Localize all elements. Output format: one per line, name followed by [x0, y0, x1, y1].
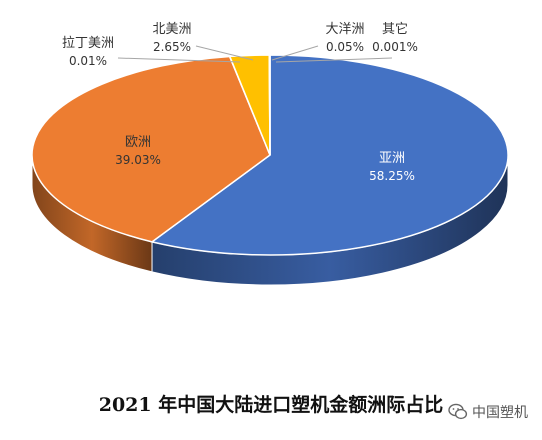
slice-label-0: 亚洲 [379, 151, 405, 166]
slice-value-1: 39.03% [115, 153, 161, 167]
chart-title: 2021 年中国大陆进口塑机金额洲际占比 [0, 390, 542, 417]
slice-value-3: 2.65% [153, 40, 191, 54]
slice-label-5: 其它 [382, 21, 408, 37]
slice-value-4: 0.05% [326, 40, 364, 54]
leader-line-2 [117, 57, 241, 63]
slice-label-4: 大洋洲 [325, 22, 364, 37]
slice-label-2: 拉丁美洲 [62, 36, 114, 51]
slice-label-3: 北美洲 [152, 22, 191, 37]
chart-title-year: 2021 [98, 394, 152, 416]
slice-value-0: 58.25% [369, 169, 415, 183]
watermark: 中国塑机 [448, 402, 528, 422]
pie-slice-0 [150, 54, 509, 256]
leader-line-5 [275, 57, 393, 63]
wechat-icon [448, 403, 468, 420]
leader-line-4 [271, 45, 319, 61]
watermark-text: 中国塑机 [472, 405, 528, 421]
leader-line-3 [195, 45, 254, 61]
pie-slice-1 [31, 55, 271, 243]
slice-value-5: 0.001% [372, 40, 418, 54]
chart-title-text: 年中国大陆进口塑机金额洲际占比 [158, 394, 444, 416]
slice-value-2: 0.01% [69, 54, 107, 68]
slice-label-1: 欧洲 [125, 135, 151, 150]
